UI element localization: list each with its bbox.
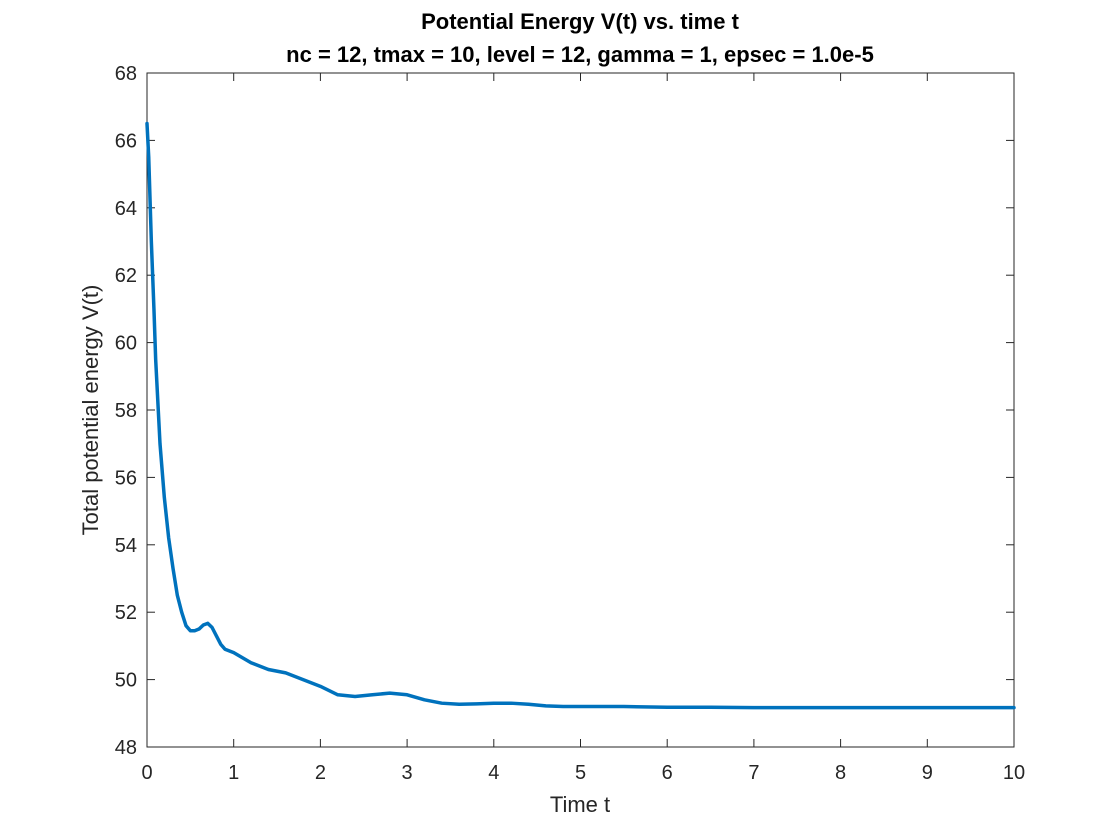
y-tick-label: 62 (115, 265, 137, 287)
x-tick-label: 7 (748, 762, 759, 784)
y-tick-label: 48 (115, 737, 137, 759)
x-tick-label: 4 (488, 762, 499, 784)
x-tick-label: 10 (1003, 762, 1025, 784)
series-line (145, 121, 1016, 710)
x-tick-label: 3 (402, 762, 413, 784)
y-tick-label: 54 (115, 535, 137, 557)
x-axis-label: Time t (550, 792, 610, 817)
x-tick-label: 0 (141, 762, 152, 784)
y-tick-label: 64 (115, 198, 137, 220)
y-tick-label: 52 (115, 602, 137, 624)
x-tick-label: 2 (315, 762, 326, 784)
chart-subtitle: nc = 12, tmax = 10, level = 12, gamma = … (286, 42, 874, 67)
series-layer (145, 121, 1016, 710)
y-tick-label: 58 (115, 400, 137, 422)
axes-box (146, 72, 1015, 748)
x-tick-label: 1 (228, 762, 239, 784)
y-tick-label: 66 (115, 130, 137, 152)
y-tick-label: 68 (115, 63, 137, 85)
y-tick-label: 56 (115, 467, 137, 489)
x-tick-label: 8 (835, 762, 846, 784)
chart-title: Potential Energy V(t) vs. time t (421, 9, 740, 34)
x-tick-label: 6 (662, 762, 673, 784)
y-axis-ticks: 48 50 52 54 56 58 60 62 64 66 68 (115, 63, 1014, 759)
y-axis-label: Total potential energy V(t) (78, 285, 103, 536)
x-tick-label: 9 (922, 762, 933, 784)
y-tick-label: 60 (115, 333, 137, 355)
x-tick-label: 5 (575, 762, 586, 784)
y-tick-label: 50 (115, 670, 137, 692)
x-axis-ticks: 0 1 2 3 4 5 6 7 8 9 10 (141, 73, 1025, 784)
